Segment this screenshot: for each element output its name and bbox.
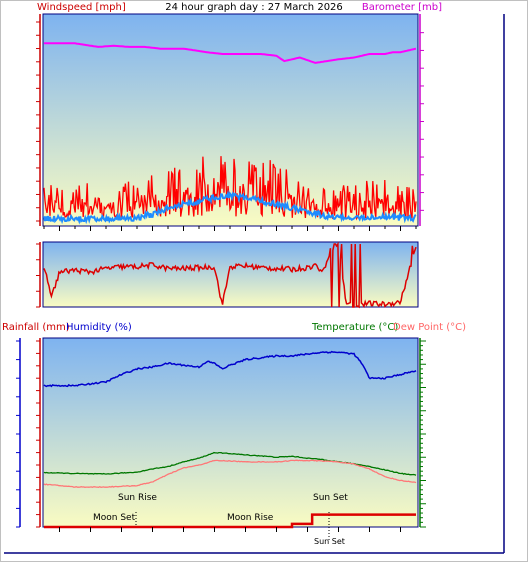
- humidity-axis-title: Humidity (%): [66, 322, 132, 333]
- wind-gust-line: [43, 156, 417, 221]
- dewpoint-line: [43, 459, 417, 488]
- moon-rise-label: Moon Rise: [227, 513, 274, 523]
- wind-direction-line: [43, 241, 417, 309]
- rainfall-line: [44, 513, 416, 529]
- sun-rise-label: Sun Rise: [118, 493, 157, 503]
- sun-set-label: Sun Set: [313, 493, 348, 503]
- barometer-line: [44, 42, 417, 64]
- chart-title: 24 hour graph day : 27 March 2026: [165, 2, 343, 13]
- barometer-axis-title: Barometer [mb]: [362, 2, 442, 13]
- humidity-line: [43, 350, 417, 388]
- temperature-axis-title: Temperature (°C): [311, 322, 398, 333]
- dewpoint-axis-title: Dew Point (°C): [393, 322, 466, 333]
- rainfall-axis-title: Rainfall (mm): [2, 322, 70, 333]
- climate-panel-background: [42, 337, 419, 528]
- sun-set-axis-label: Sun Set: [314, 537, 345, 546]
- windspeed-axis-title: Windspeed [mph]: [37, 2, 126, 13]
- moon-set-label: Moon Set: [93, 513, 136, 523]
- wind-average-line: [43, 189, 417, 225]
